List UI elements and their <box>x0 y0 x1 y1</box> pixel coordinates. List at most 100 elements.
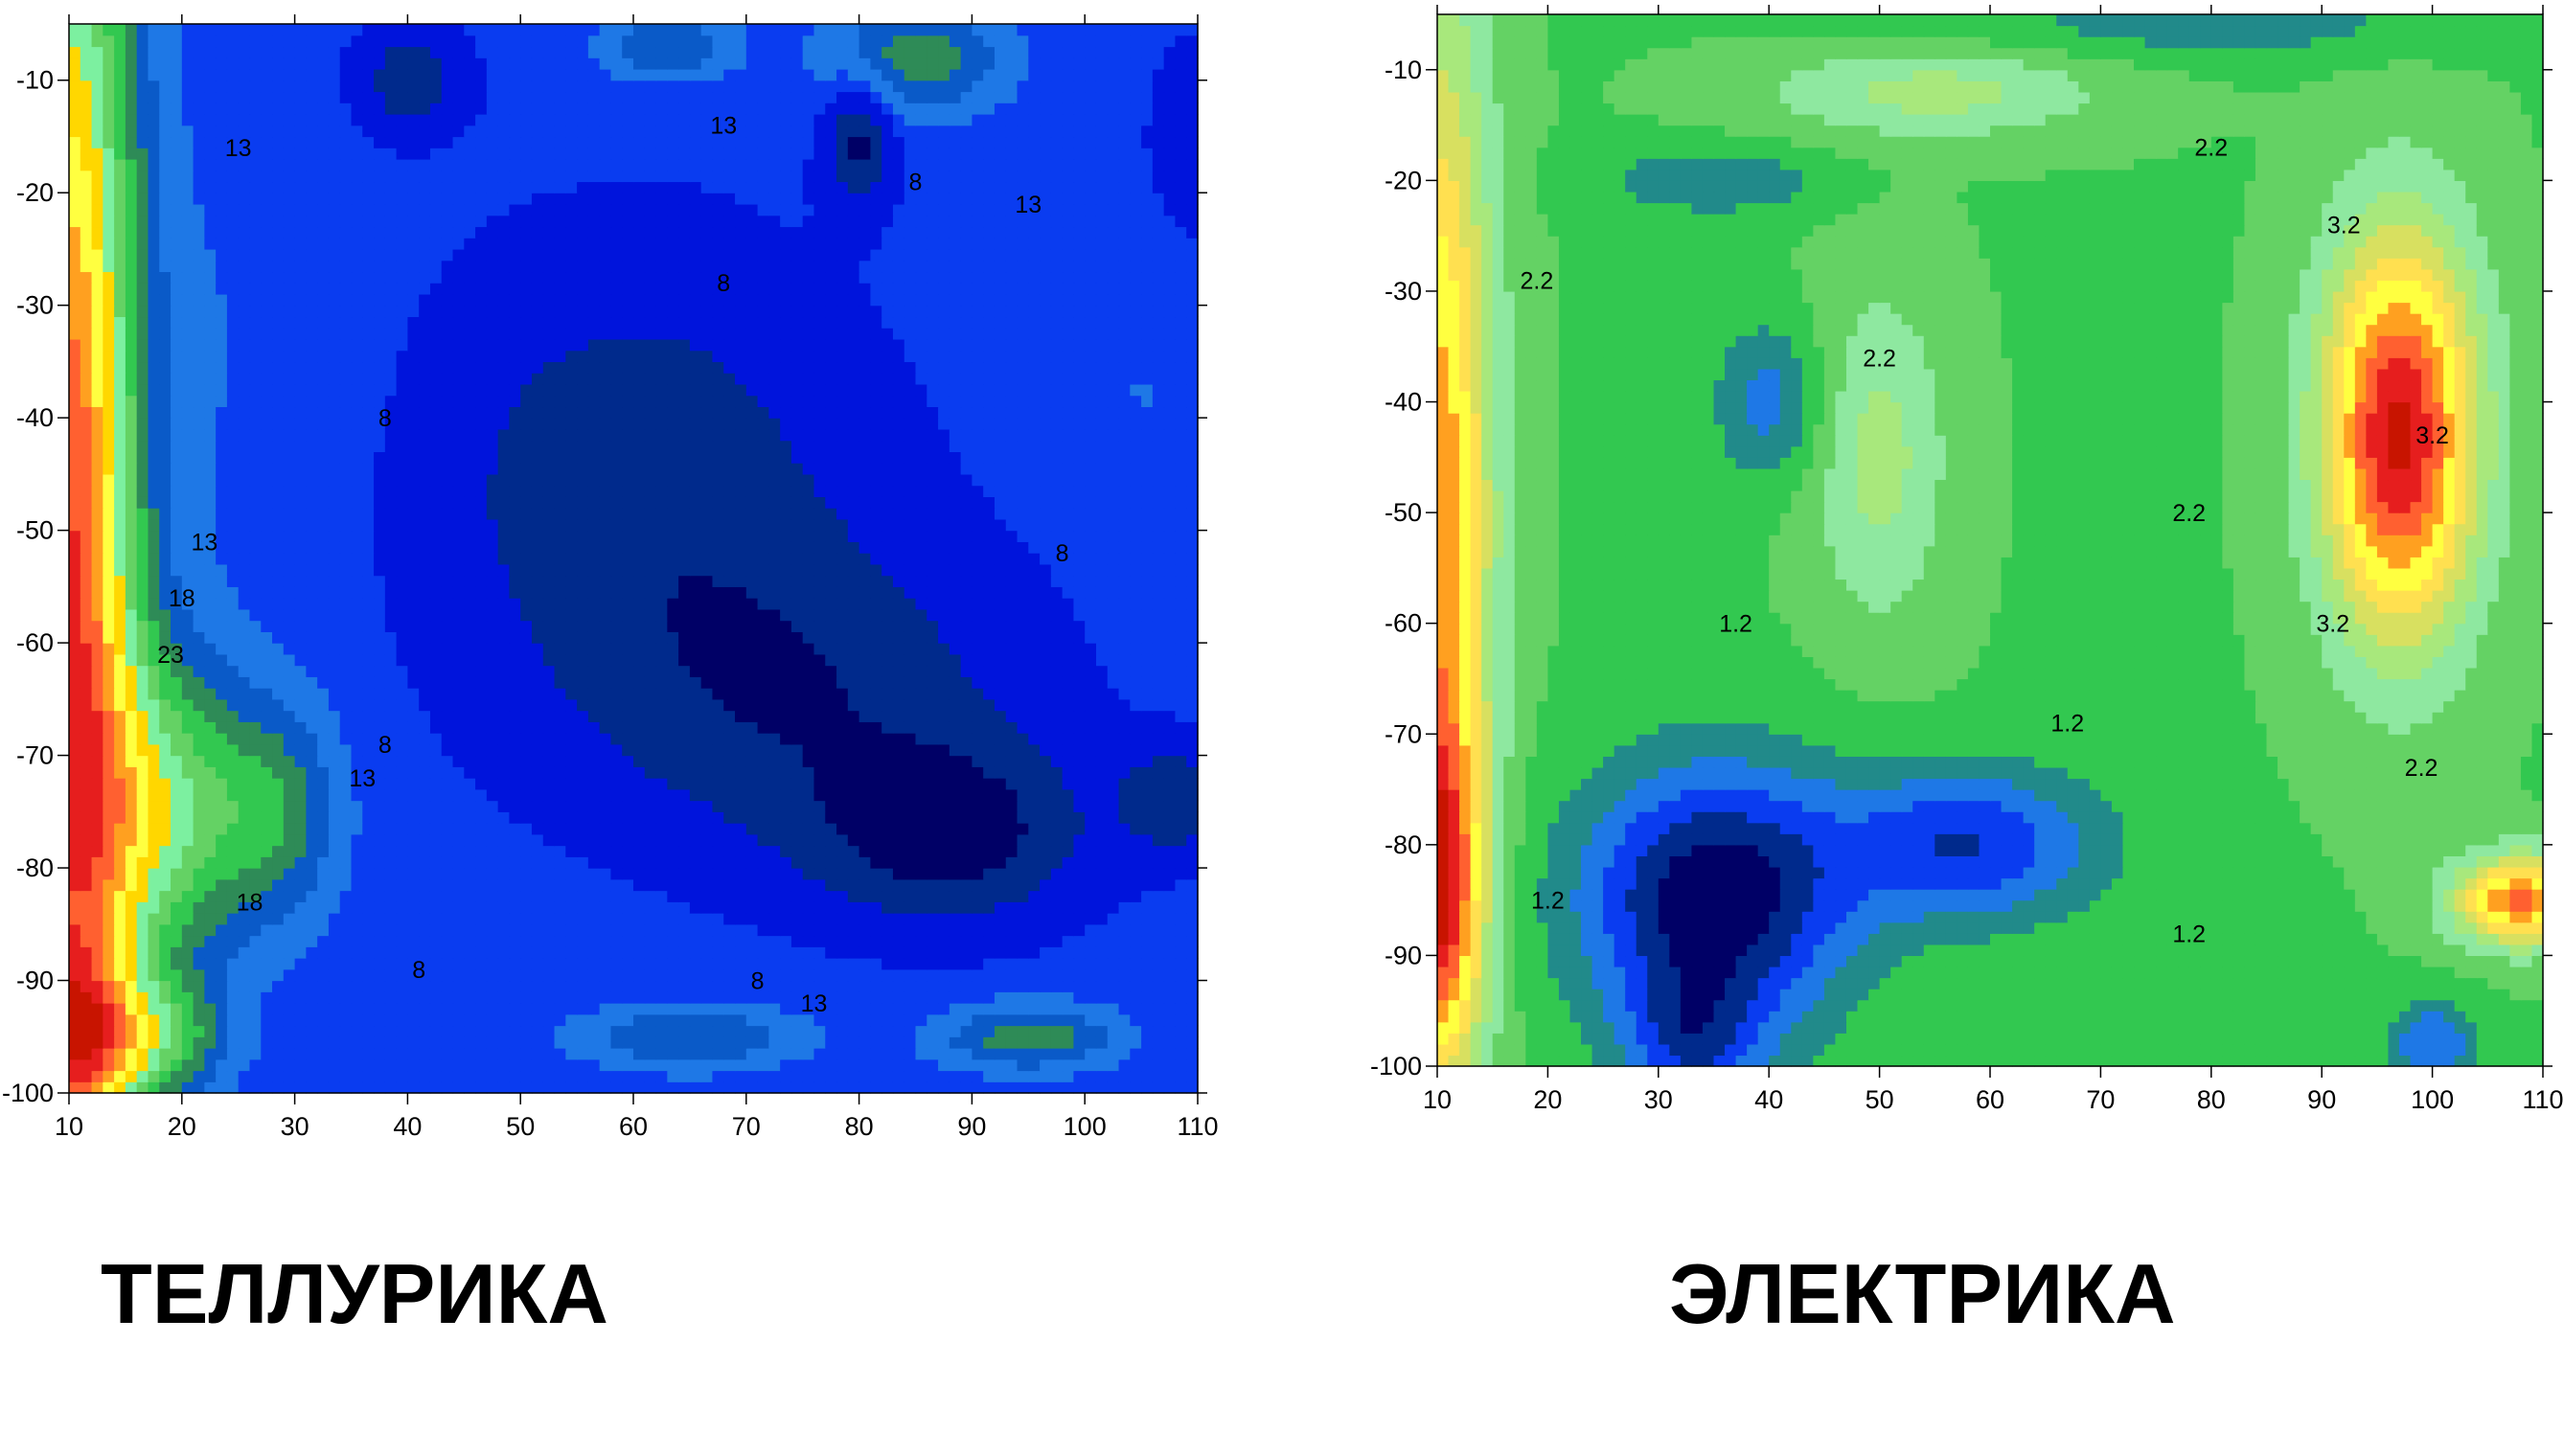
tellurics-cell <box>1163 833 1177 847</box>
tellurics-cell <box>1040 698 1052 712</box>
tellurics-cell <box>622 643 634 655</box>
tellurics-cell <box>193 766 205 779</box>
tellurics-cell <box>633 980 646 992</box>
tellurics-cell <box>994 710 1007 722</box>
tellurics-cell <box>317 541 330 554</box>
tellurics-cell <box>1141 665 1154 677</box>
tellurics-cell <box>858 968 871 982</box>
tellurics-cell <box>1062 968 1075 982</box>
tellurics-cell <box>509 1025 521 1037</box>
tellurics-cell <box>633 710 646 722</box>
tellurics-cell <box>983 811 996 824</box>
tellurics-cell <box>1040 676 1052 689</box>
tellurics-cell <box>238 800 251 812</box>
tellurics-cell <box>1163 968 1177 982</box>
tellurics-cell <box>1062 958 1075 970</box>
tellurics-cell <box>171 755 183 767</box>
tellurics-cell <box>452 541 465 554</box>
tellurics-cell <box>407 1048 420 1060</box>
tellurics-cell <box>407 665 420 677</box>
tellurics-cell <box>757 878 769 892</box>
tellurics-cell <box>226 586 240 599</box>
tellurics-cell <box>577 541 589 554</box>
tellurics-cell <box>407 688 420 700</box>
tellurics-cell <box>452 1025 465 1037</box>
tellurics-cell <box>960 1058 973 1072</box>
tellurics-cell <box>1005 755 1019 767</box>
tellurics-cell <box>1040 946 1052 959</box>
tellurics-cell <box>735 788 747 802</box>
tellurics-cell <box>554 710 566 722</box>
tellurics-cell <box>610 733 623 745</box>
tellurics-cell <box>768 541 781 554</box>
tellurics-cell <box>689 643 702 655</box>
tellurics-cell <box>904 755 917 767</box>
tellurics-cell <box>238 946 251 959</box>
tellurics-cell <box>193 890 205 902</box>
tellurics-cell <box>972 991 984 1004</box>
tellurics-cell <box>1005 665 1019 677</box>
tellurics-cell <box>429 755 443 767</box>
tellurics-cell <box>542 743 556 757</box>
tellurics-cell <box>193 643 205 655</box>
tellurics-cell <box>441 631 454 644</box>
tellurics-cell <box>136 800 149 812</box>
tellurics-cell <box>351 845 363 857</box>
tellurics-cell <box>486 665 499 677</box>
tellurics-cell <box>938 620 950 632</box>
tellurics-cell <box>80 1048 93 1060</box>
tellurics-cell <box>396 968 408 982</box>
tellurics-cell <box>757 923 769 937</box>
tellurics-cell <box>858 1025 871 1037</box>
tellurics-cell <box>915 608 927 622</box>
tellurics-cell <box>171 586 183 599</box>
tellurics-cell <box>1085 586 1097 599</box>
tellurics-cell <box>216 901 228 914</box>
tellurics-cell <box>881 743 894 757</box>
tellurics-cell <box>125 890 138 902</box>
tellurics-cell <box>407 733 420 745</box>
tellurics-cell <box>655 665 668 677</box>
tellurics-cell <box>780 811 792 824</box>
tellurics-cell <box>226 620 240 632</box>
tellurics-cell <box>419 643 431 655</box>
tellurics-cell <box>249 935 262 947</box>
tellurics-cell <box>171 710 183 722</box>
tellurics-cell <box>374 823 386 835</box>
tellurics-cell <box>960 575 973 587</box>
tellurics-cell <box>1028 598 1041 610</box>
tellurics-cell <box>125 833 138 847</box>
tellurics-cell <box>1107 811 1120 824</box>
tellurics-cell <box>272 845 285 857</box>
tellurics-cell <box>204 743 217 757</box>
tellurics-cell <box>1175 710 1187 722</box>
tellurics-cell <box>633 878 646 892</box>
tellurics-cell <box>542 923 556 937</box>
tellurics-cell <box>780 1003 792 1015</box>
tellurics-cell <box>69 980 81 992</box>
tellurics-cell <box>813 541 826 554</box>
tellurics-cell <box>1028 698 1041 712</box>
tellurics-cell <box>655 958 668 970</box>
tellurics-cell <box>1050 665 1064 677</box>
tellurics-cell <box>351 721 363 734</box>
tellurics-cell <box>181 1081 195 1094</box>
tellurics-cell <box>1118 541 1131 554</box>
tellurics-cell <box>475 766 488 779</box>
tellurics-cell <box>870 913 882 925</box>
tellurics-cell <box>328 1081 341 1094</box>
tellurics-cell <box>622 553 634 565</box>
tellurics-cell <box>577 608 589 622</box>
tellurics-cell <box>69 1081 81 1094</box>
tellurics-cell <box>667 631 679 644</box>
tellurics-cell <box>1040 868 1052 880</box>
tellurics-cell <box>1163 811 1177 824</box>
tellurics-cell <box>870 541 882 554</box>
tellurics-cell <box>475 935 488 947</box>
tellurics-cell <box>181 778 195 790</box>
tellurics-cell <box>384 980 398 992</box>
tellurics-cell <box>328 778 341 790</box>
tellurics-cell <box>1118 1048 1131 1060</box>
tellurics-cell <box>216 778 228 790</box>
tellurics-cell <box>881 856 894 869</box>
